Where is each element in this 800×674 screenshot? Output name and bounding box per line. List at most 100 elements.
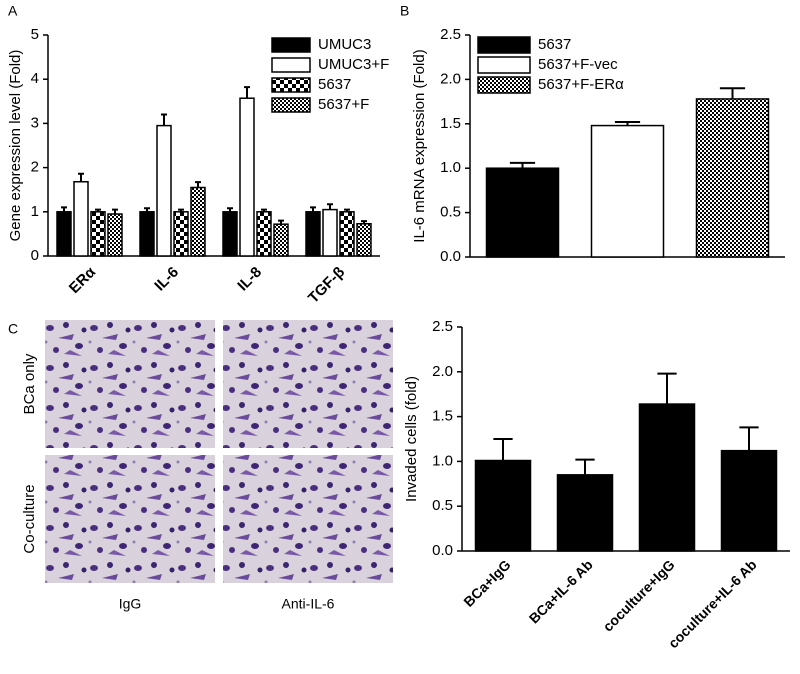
bar xyxy=(139,211,155,257)
legend-swatch xyxy=(477,36,531,54)
legend-swatch xyxy=(477,56,531,74)
y-tick-label: 1.0 xyxy=(432,452,453,469)
error-bar xyxy=(244,86,250,99)
y-tick-label: 1.5 xyxy=(440,115,461,132)
bar xyxy=(356,222,372,257)
y-tick-label: 0.5 xyxy=(440,204,461,221)
y-tick-label: 0 xyxy=(31,247,39,264)
x-tick-label: TGF-β xyxy=(305,264,348,307)
error-bar xyxy=(278,219,284,225)
bar xyxy=(173,211,189,257)
micrograph xyxy=(45,320,215,448)
y-tick-label: 2.5 xyxy=(432,318,453,335)
x-tick-label: BCa+IgG xyxy=(460,556,513,609)
error-bar xyxy=(227,207,233,212)
error-bar xyxy=(95,208,101,212)
y-axis-label: Invaded cells (fold) xyxy=(403,376,420,502)
error-bar xyxy=(344,208,350,212)
legend-label: UMUC3 xyxy=(318,36,371,53)
x-tick-label: coculture+IL-6 Ab xyxy=(665,556,760,651)
legend-swatch xyxy=(271,37,311,53)
y-tick-label: 0.0 xyxy=(432,542,453,559)
column-label: IgG xyxy=(119,596,142,612)
error-bar xyxy=(78,172,84,182)
y-tick-label: 2.0 xyxy=(440,70,461,87)
bar xyxy=(638,403,696,552)
error-bar xyxy=(657,372,677,405)
error-bar xyxy=(144,207,150,212)
y-tick-label: 5 xyxy=(31,26,39,43)
error-bar xyxy=(575,458,595,475)
micrograph xyxy=(223,320,393,448)
error-bar xyxy=(361,220,367,224)
error-bar xyxy=(719,87,746,99)
y-axis-label: IL-6 mRNA expression (Fold) xyxy=(411,49,428,242)
error-bar xyxy=(178,208,184,212)
bar xyxy=(695,98,770,258)
bar xyxy=(556,474,614,552)
legend-swatch xyxy=(271,57,311,73)
legend-label: 5637 xyxy=(318,76,351,93)
error-bar xyxy=(614,121,641,126)
bar xyxy=(107,213,123,257)
y-axis-label: Gene expression level (Fold) xyxy=(7,50,24,242)
y-tick-label: 3 xyxy=(31,114,39,131)
x-tick-label: IL-8 xyxy=(234,264,265,295)
x-tick-label: IL-6 xyxy=(151,264,182,295)
legend-swatch xyxy=(477,76,531,94)
x-tick-label: ERα xyxy=(66,263,100,297)
legend-label: 5637+F xyxy=(318,96,369,113)
error-bar xyxy=(327,203,333,210)
legend-swatch xyxy=(271,97,311,113)
bar xyxy=(239,97,255,257)
error-bar xyxy=(61,206,67,212)
bar xyxy=(190,186,206,257)
micrograph xyxy=(223,455,393,583)
error-bar xyxy=(493,438,513,461)
legend-swatch xyxy=(271,77,311,93)
error-bar xyxy=(739,426,759,451)
error-bar xyxy=(195,181,201,188)
row-label: BCa only xyxy=(21,353,38,414)
bar xyxy=(256,211,272,257)
bar xyxy=(590,124,665,258)
bar xyxy=(322,208,338,257)
panel-label: B xyxy=(400,3,409,19)
y-tick-label: 1 xyxy=(31,203,39,220)
y-tick-label: 2.5 xyxy=(440,26,461,43)
x-tick-label: coculture+IgG xyxy=(600,556,678,634)
y-tick-label: 1.5 xyxy=(432,408,453,425)
panel-label: A xyxy=(8,3,18,19)
panel-label: C xyxy=(8,321,18,337)
bar xyxy=(56,211,72,257)
y-tick-label: 2.0 xyxy=(432,363,453,380)
bar xyxy=(156,124,172,257)
error-bar xyxy=(261,208,267,212)
bar xyxy=(273,223,289,257)
x-tick-label: BCa+IL-6 Ab xyxy=(526,556,596,626)
legend-label: 5637+F-ERα xyxy=(538,76,624,93)
bar xyxy=(73,180,89,257)
column-label: Anti-IL-6 xyxy=(282,596,335,612)
bar xyxy=(90,211,106,257)
error-bar xyxy=(310,206,316,212)
bar xyxy=(305,211,321,257)
y-tick-label: 0.5 xyxy=(432,497,453,514)
bar xyxy=(474,459,532,552)
legend-label: 5637+F-vec xyxy=(538,56,618,73)
bar xyxy=(222,211,238,257)
y-tick-label: 1.0 xyxy=(440,159,461,176)
row-label: Co-culture xyxy=(21,484,38,553)
error-bar xyxy=(161,113,167,126)
y-tick-label: 4 xyxy=(31,70,39,87)
legend-label: UMUC3+F xyxy=(318,56,389,73)
error-bar xyxy=(509,161,536,169)
legend-label: 5637 xyxy=(538,36,571,53)
y-tick-label: 2 xyxy=(31,159,39,176)
micrograph xyxy=(45,455,215,583)
y-tick-label: 0.0 xyxy=(440,248,461,265)
bar xyxy=(485,167,560,258)
bar xyxy=(339,211,355,257)
bar xyxy=(720,449,778,552)
